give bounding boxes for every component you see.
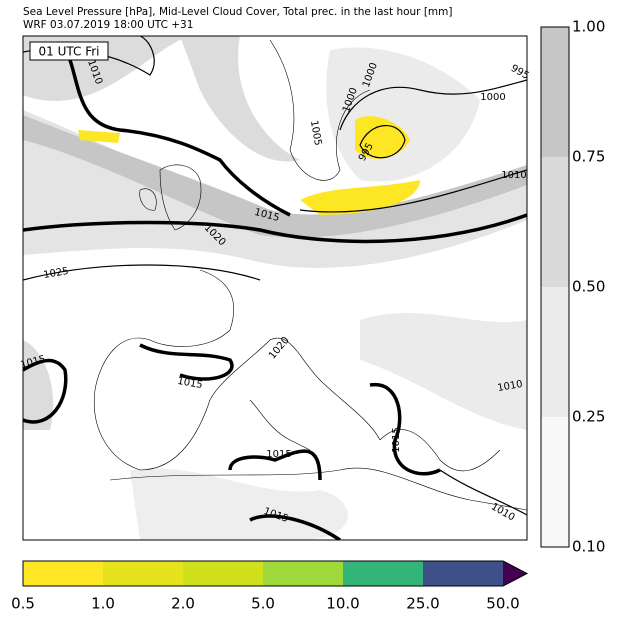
colorbar-segment (263, 561, 343, 586)
colorbar-segment (343, 561, 423, 586)
colorbar-label: 50.0 (486, 595, 519, 613)
title: Sea Level Pressure [hPa], Mid-Level Clou… (23, 6, 453, 18)
cloud-fields (23, 36, 527, 540)
colorbar-segment (423, 561, 503, 586)
colorbar-label: 0.75 (572, 148, 605, 166)
colorbar-extension (503, 561, 527, 586)
colorbar-label: 0.5 (11, 595, 35, 613)
colorbar-label: 10.0 (326, 595, 359, 613)
precip-colorbar: 0.5 1.0 2.0 5.0 10.0 25.0 50.0 (11, 560, 529, 613)
cloud-colorbar: 1.00 0.75 0.50 0.25 0.10 (540, 18, 605, 556)
contour-label: 1000 (480, 92, 505, 103)
colorbar-segment (541, 417, 569, 547)
colorbar-frame (540, 26, 570, 548)
contour-label: 1015 (176, 376, 203, 391)
colorbar-label: 0.50 (572, 278, 605, 296)
contour-label: 1015 (266, 449, 291, 460)
colorbar-label: 1.0 (91, 595, 115, 613)
contour-label: 1005 (308, 120, 323, 147)
colorbar-segment (541, 157, 569, 287)
contour-label: 1015 (391, 427, 402, 452)
contour-label: 1010 (501, 170, 526, 181)
colorbar-segment (183, 561, 263, 586)
map: 1010 1000 995 1000 1005 995 1000 1010 10… (19, 35, 531, 541)
time-box (29, 41, 109, 61)
colorbar-label: 2.0 (171, 595, 195, 613)
isobars (23, 36, 527, 540)
colorbar-segment (541, 287, 569, 417)
colorbar-segment (23, 561, 103, 586)
colorbar-label: 5.0 (251, 595, 275, 613)
colorbar-label: 1.00 (572, 18, 605, 36)
coastlines (93, 39, 527, 511)
colorbar-frame (22, 560, 529, 587)
colorbar-segment (103, 561, 183, 586)
colorbar-label: 25.0 (406, 595, 439, 613)
colorbar-label: 0.25 (572, 408, 605, 426)
colorbar-label: 0.10 (572, 538, 605, 556)
map-frame (22, 35, 528, 541)
contour-label: 1010 (497, 379, 524, 394)
colorbar-segment (541, 27, 569, 157)
time-label: 01 UTC Fri (39, 45, 100, 59)
contour-label: 1025 (43, 266, 70, 281)
subtitle: WRF 03.07.2019 18:00 UTC +31 (23, 19, 193, 31)
